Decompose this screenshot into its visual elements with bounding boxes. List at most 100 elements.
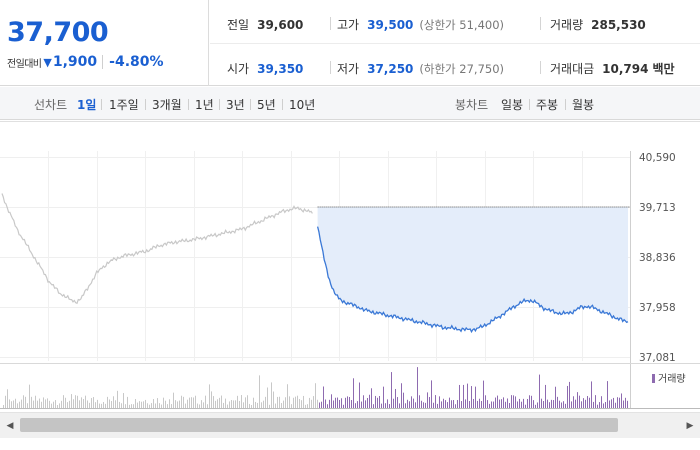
stat-label: 전일 (227, 18, 250, 32)
period-1d[interactable]: 1일 (77, 98, 97, 112)
volume-bar (421, 400, 422, 408)
volume-bar (317, 399, 318, 408)
volume-bar (477, 400, 478, 408)
volume-bar (367, 397, 368, 408)
volume-bar (495, 397, 496, 408)
volume-bar (409, 401, 410, 408)
volume-bar (461, 401, 462, 408)
today-price-line (316, 226, 629, 334)
chart-scrollbar[interactable]: ◀ ▶ (0, 412, 700, 438)
volume-bar (265, 396, 266, 408)
volume-bar (41, 401, 42, 408)
candle-monthly[interactable]: 월봉 (572, 98, 595, 112)
volume-bar (571, 401, 572, 408)
volume-bar (215, 400, 216, 408)
volume-bar (131, 404, 132, 408)
volume-bar (193, 397, 194, 408)
volume-bar (561, 402, 562, 408)
volume-bar (549, 402, 550, 408)
volume-bar (195, 395, 196, 408)
price-chart[interactable]: 40,590 39,713 38,836 37,958 37,081 거래량 (0, 121, 700, 412)
volume-bar (467, 383, 468, 408)
volume-bar (551, 399, 552, 408)
volume-bar (85, 395, 86, 408)
volume-bar (179, 400, 180, 408)
volume-bar (119, 401, 120, 408)
volume-bar (603, 403, 604, 408)
volume-bar (135, 399, 136, 408)
volume-bar (293, 397, 294, 408)
volume-bar (545, 384, 546, 408)
volume-bar (9, 399, 10, 408)
volume-bar (619, 397, 620, 408)
volume-bar (149, 404, 150, 408)
volume-bar (415, 402, 416, 408)
scroll-left-arrow-icon[interactable]: ◀ (6, 421, 14, 431)
volume-bar (227, 404, 228, 408)
volume-bar (357, 401, 358, 408)
period-5y[interactable]: 5년 (257, 98, 276, 112)
volume-bar (313, 396, 314, 408)
volume-bar (207, 404, 208, 408)
volume-bar (271, 382, 272, 408)
volume-bar (49, 400, 50, 408)
period-3m[interactable]: 3개월 (152, 98, 182, 112)
volume-bar (387, 399, 388, 408)
stat-label: 거래대금 (550, 62, 595, 76)
volume-bar (5, 395, 6, 408)
volume-bar (585, 399, 586, 408)
volume-bar (117, 390, 118, 408)
volume-bar (247, 395, 248, 408)
stat-high: 고가 39,500 (상한가 51,400) (337, 16, 504, 33)
volume-bar (625, 397, 626, 408)
volume-bar (93, 397, 94, 408)
volume-bar (51, 403, 52, 408)
volume-bar (141, 401, 142, 408)
volume-bar (501, 399, 502, 408)
chart-toolbar: 선차트 1일 1주일 3개월 1년 3년 5년 10년 봉차트 일봉 주봉 월봉 (0, 87, 700, 120)
volume-bar (613, 397, 614, 408)
volume-legend: 거래량 (652, 373, 686, 385)
volume-bar (129, 404, 130, 408)
period-10y[interactable]: 10년 (289, 98, 316, 112)
scrollbar-thumb[interactable] (20, 418, 618, 432)
toolbar-divider (250, 99, 251, 110)
volume-bar (107, 396, 108, 408)
volume-bar (333, 400, 334, 408)
volume-bar (565, 403, 566, 408)
volume-bar (353, 378, 354, 408)
volume-bar (449, 397, 450, 408)
volume-bar (487, 400, 488, 408)
volume-bar (401, 383, 402, 408)
volume-bar (399, 403, 400, 408)
current-price: 37,700 (7, 17, 109, 48)
volume-bar (269, 404, 270, 408)
stat-divider (540, 17, 541, 30)
volume-bar (173, 392, 174, 408)
period-3y[interactable]: 3년 (226, 98, 245, 112)
volume-bar (249, 403, 250, 408)
candle-daily[interactable]: 일봉 (501, 98, 524, 112)
volume-bar (341, 398, 342, 408)
volume-bar (533, 400, 534, 408)
volume-bar (39, 398, 40, 408)
volume-bar (235, 400, 236, 408)
volume-bar (259, 375, 260, 408)
scroll-right-arrow-icon[interactable]: ▶ (686, 421, 694, 431)
volume-bar (139, 401, 140, 408)
stat-value: 39,600 (257, 18, 304, 32)
volume-bar (75, 395, 76, 408)
volume-bar (481, 401, 482, 408)
period-1y[interactable]: 1년 (195, 98, 214, 112)
volume-bar (377, 397, 378, 408)
volume-bar (65, 397, 66, 408)
volume-bar (587, 396, 588, 408)
period-1w[interactable]: 1주일 (109, 98, 139, 112)
stats-row-divider (210, 43, 700, 44)
volume-bar (379, 396, 380, 408)
candle-weekly[interactable]: 주봉 (536, 98, 559, 112)
volume-bar (337, 397, 338, 408)
volume-bar (443, 398, 444, 408)
volume-bar (345, 397, 346, 408)
volume-bar (575, 399, 576, 408)
